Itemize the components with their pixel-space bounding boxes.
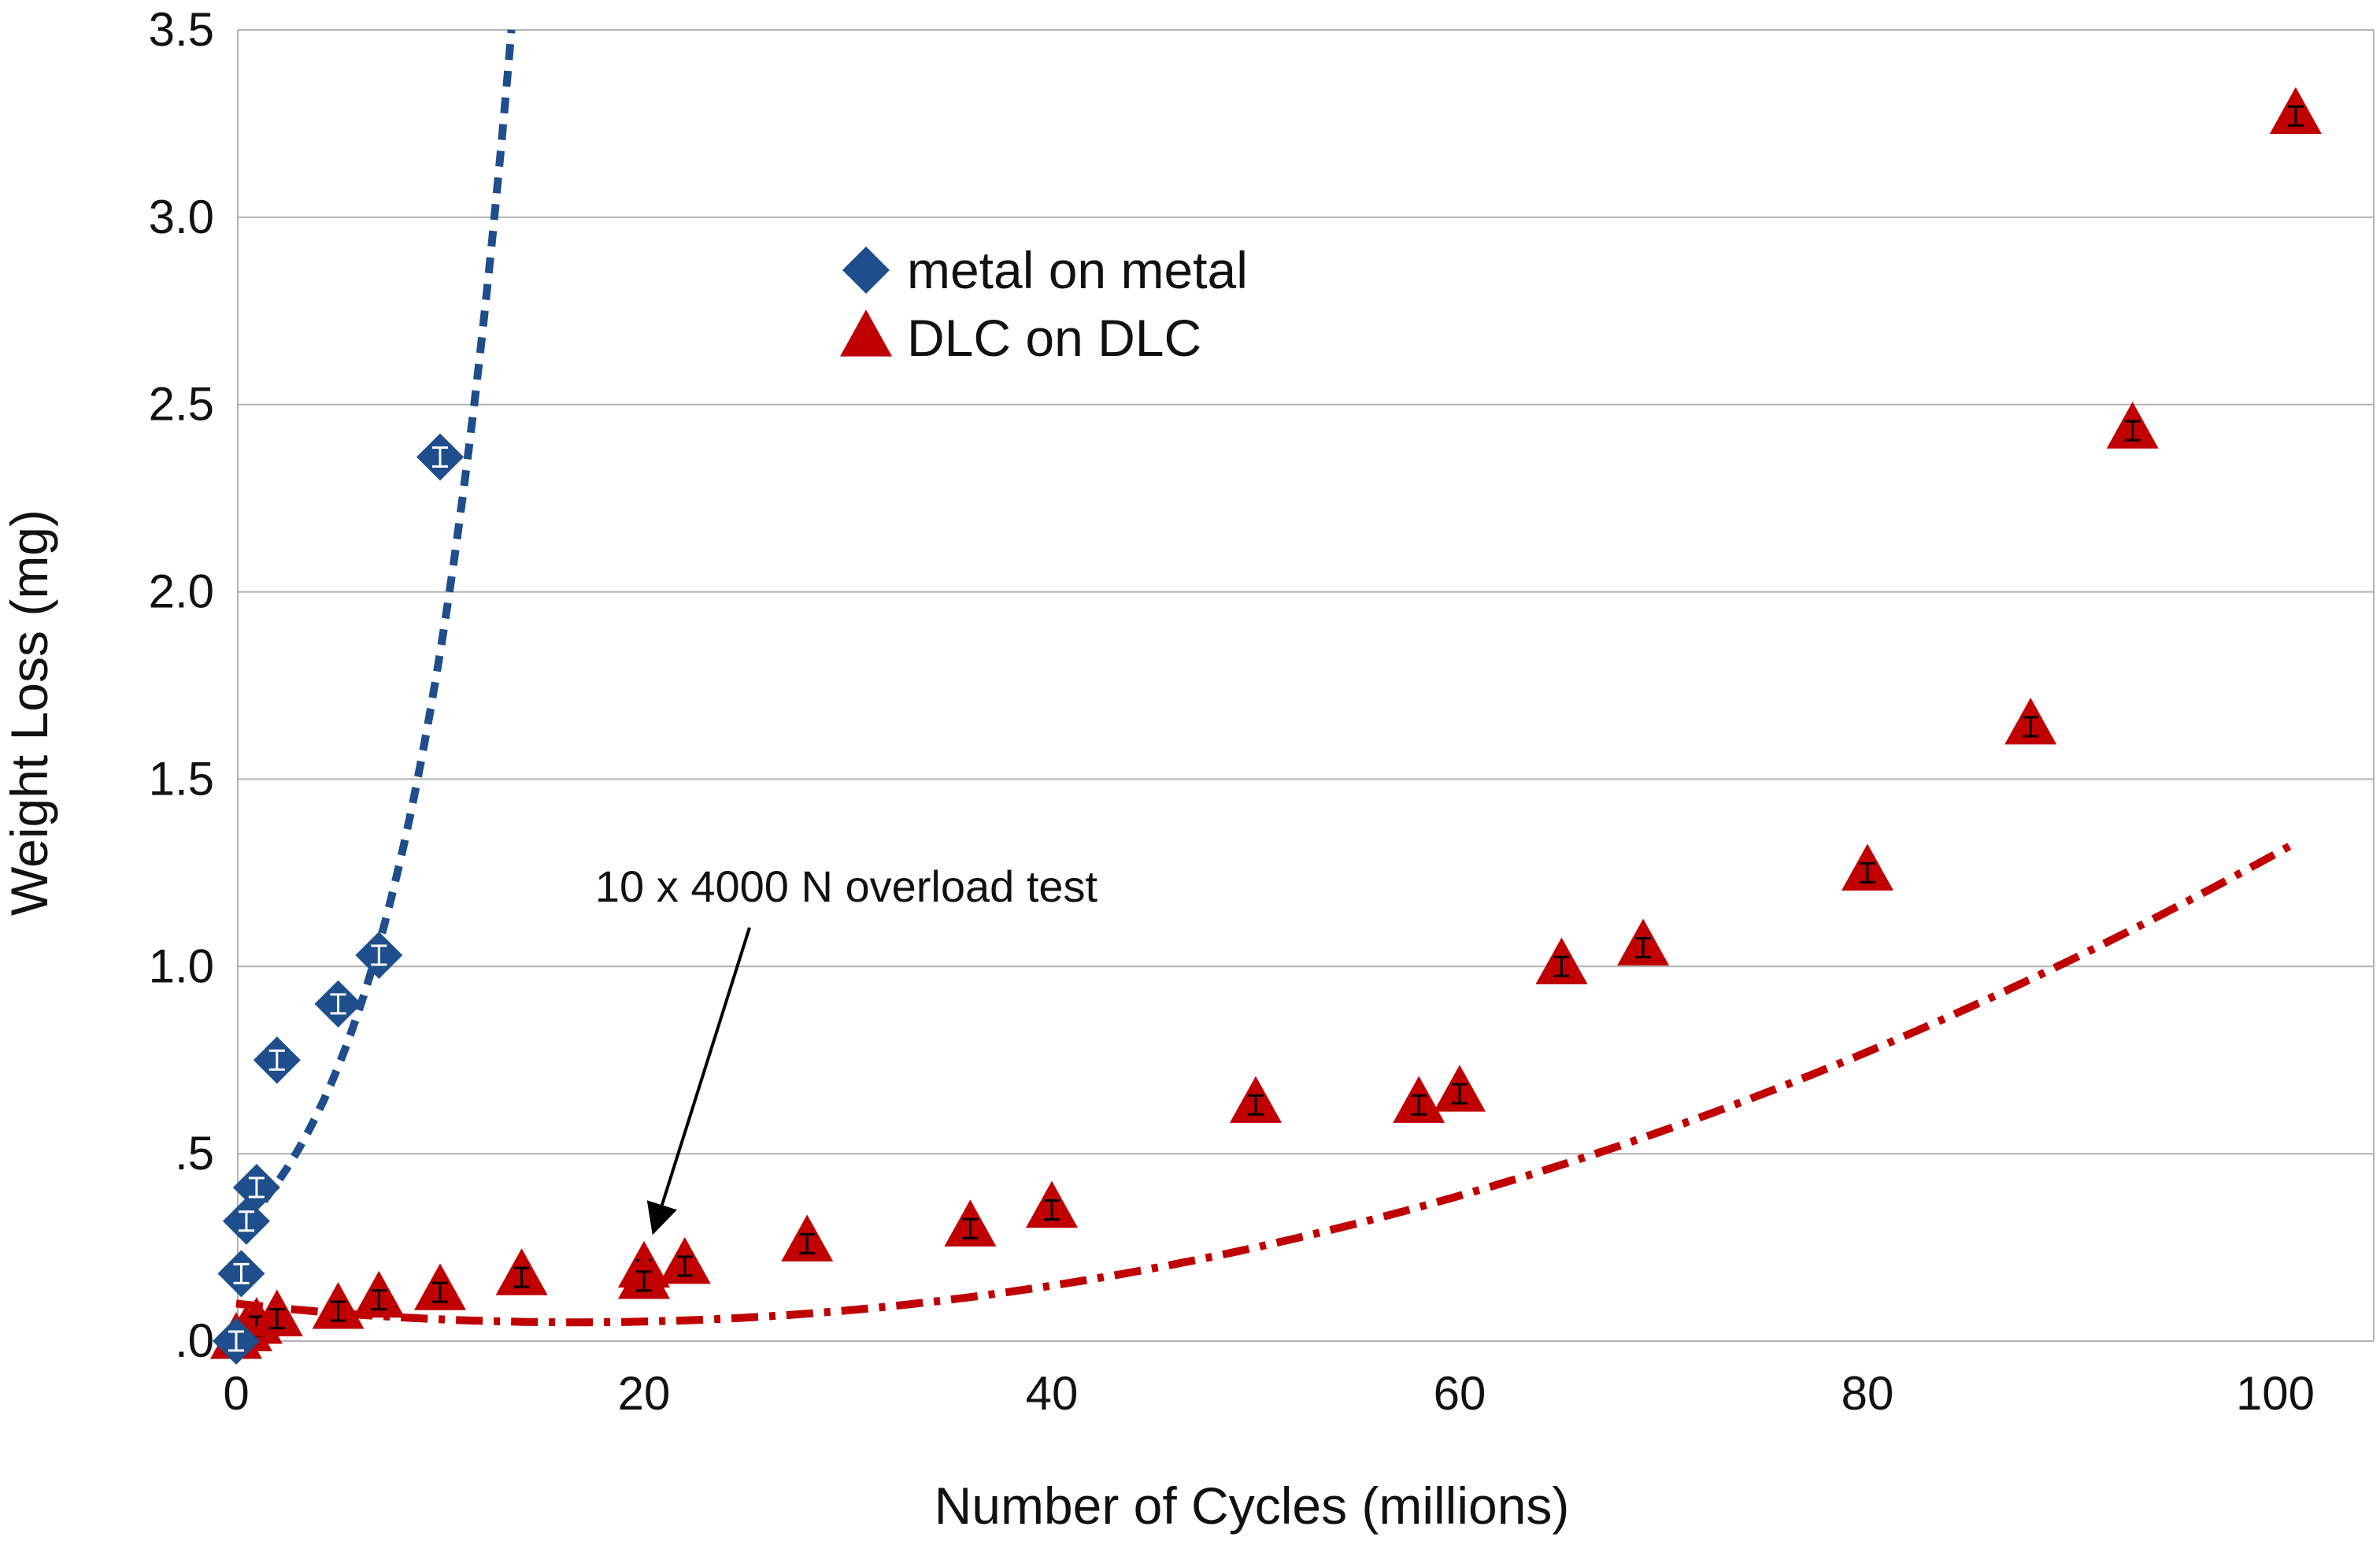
dlc-on-dlc-error-bar [268, 1307, 285, 1329]
dlc-on-dlc-error-bar [2124, 420, 2141, 442]
trendlines [235, 29, 2298, 1327]
dlc-on-dlc-error-bar [636, 1270, 652, 1292]
metal-on-metal-error-bar [228, 1330, 244, 1352]
legend-label-metal-on-metal: metal on metal [907, 241, 1248, 299]
metal-on-metal-error-bar [371, 944, 387, 966]
y-tick-label: 3.5 [149, 3, 214, 56]
metal-on-metal-error-bar [238, 1210, 254, 1232]
x-tick-label: 20 [618, 1367, 671, 1420]
legend-diamond-icon [842, 246, 890, 294]
dlc-on-dlc-error-bar [2287, 105, 2304, 127]
dlc-on-dlc-error-bar [2023, 716, 2039, 738]
dlc-on-dlc-error-bar [330, 1300, 346, 1322]
dlc-on-dlc-error-bar [799, 1232, 816, 1254]
x-tick-label: 60 [1434, 1367, 1486, 1420]
x-tick-label: 0 [223, 1367, 249, 1420]
metal-on-metal-error-bar [268, 1049, 285, 1071]
metal-on-metal-error-bar [248, 1176, 265, 1199]
y-tick-label: .0 [175, 1314, 214, 1367]
legend-triangle-icon [840, 309, 892, 357]
gridlines [238, 29, 2374, 1342]
y-tick-label: .5 [175, 1127, 214, 1180]
dlc-on-dlc-error-bar [1553, 955, 1570, 977]
metal-on-metal-trendline [243, 29, 516, 1225]
dlc-on-dlc-error-bar [432, 1281, 448, 1303]
legend: metal on metal DLC on DLC [840, 241, 1248, 367]
x-tick-label: 100 [2236, 1367, 2315, 1420]
dlc-on-dlc-error-bar [1452, 1083, 1468, 1105]
dlc-on-dlc-error-bar [1411, 1094, 1427, 1116]
annotations: 10 x 4000 N overload test [595, 861, 1098, 1236]
dlc-on-dlc-error-bar [371, 1289, 387, 1311]
x-tick-label: 80 [1841, 1367, 1894, 1420]
dlc-on-dlc-trendline [235, 839, 2298, 1327]
legend-label-dlc-on-dlc: DLC on DLC [907, 309, 1201, 367]
dlc-on-dlc-error-bar [676, 1255, 693, 1277]
dlc-on-dlc-error-bar [962, 1217, 979, 1239]
overload-test-annotation: 10 x 4000 N overload test [595, 861, 1098, 911]
x-axis-title: Number of Cycles (millions) [935, 1476, 1570, 1535]
y-axis-title: Weight Loss (mg) [0, 509, 58, 916]
y-tick-label: 1.5 [149, 752, 214, 805]
dlc-on-dlc-error-bar [1860, 861, 1875, 884]
y-tick-label: 2.5 [149, 378, 214, 431]
annotation-arrow-icon [646, 927, 751, 1236]
dlc-on-dlc-error-bar [1248, 1094, 1264, 1116]
x-tick-label: 40 [1026, 1367, 1079, 1420]
dlc-on-dlc-error-bar [1044, 1199, 1060, 1221]
dlc-on-dlc-error-bar [513, 1266, 530, 1288]
metal-on-metal-error-bar [233, 1262, 250, 1284]
dlc-on-dlc-error-bar [1635, 937, 1652, 958]
y-tick-label: 2.0 [149, 565, 214, 618]
y-tick-label: 3.0 [149, 191, 214, 243]
metal-on-metal-error-bar [330, 993, 346, 1015]
axes: .0 .5 1.0 1.5 2.0 2.5 3.0 3.5 0 20 40 60 80 100 [149, 3, 2374, 1420]
data-points [210, 87, 2322, 1365]
metal-on-metal-error-bar [432, 446, 448, 468]
y-tick-label: 1.0 [149, 939, 214, 992]
